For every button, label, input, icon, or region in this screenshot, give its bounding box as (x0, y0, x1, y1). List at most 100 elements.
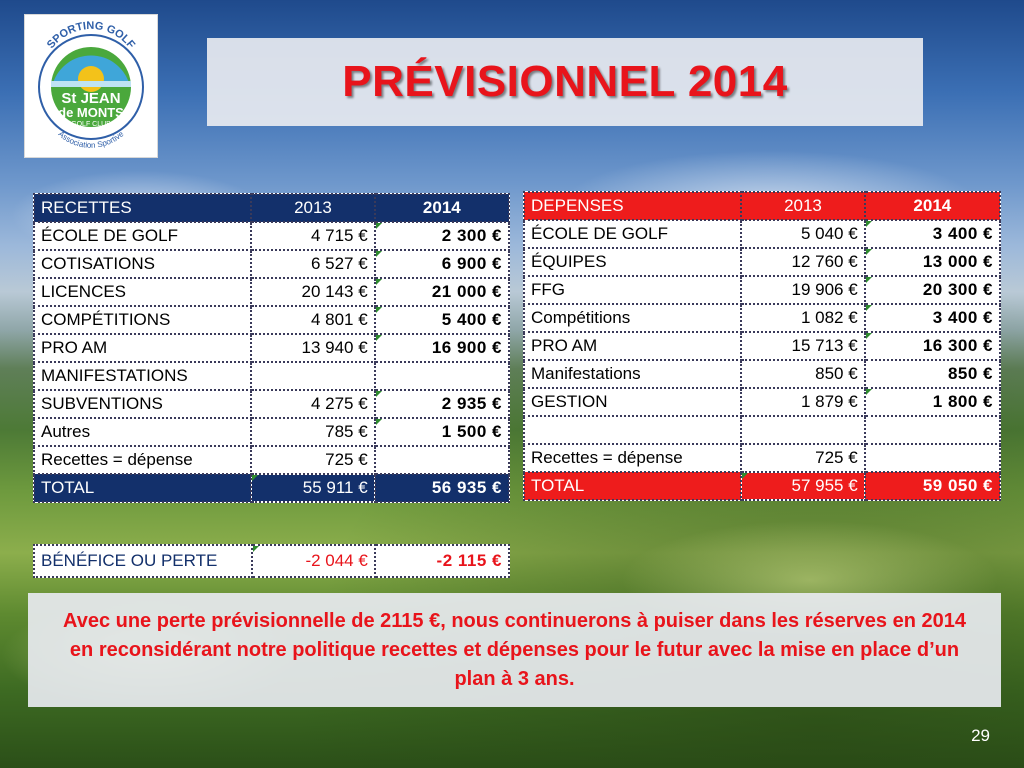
row-label: SUBVENTIONS (32, 389, 253, 419)
row-label: ÉCOLE DE GOLF (32, 221, 253, 251)
value-2014: 3 400 € (863, 219, 1002, 249)
depenses-table: DEPENSES 2013 2014 ÉCOLE DE GOLF 5 040 €3… (522, 191, 1002, 501)
table-row: LICENCES 20 143 €21 000 € (32, 277, 511, 307)
row-label: MANIFESTATIONS (32, 361, 253, 391)
row-label: Autres (32, 417, 253, 447)
value-2014: 5 400 € (373, 305, 511, 335)
table-row: PRO AM 15 713 €16 300 € (522, 331, 1002, 361)
row-label: PRO AM (522, 331, 743, 361)
table-row: PRO AM 13 940 €16 900 € (32, 333, 511, 363)
value-2014 (863, 415, 1002, 445)
row-label: FFG (522, 275, 743, 305)
total-row: TOTAL 55 911 € 56 935 € (32, 473, 511, 503)
total-2013: 55 911 € (250, 473, 376, 503)
row-label: COTISATIONS (32, 249, 253, 279)
benefice-2013: -2 044 € (250, 544, 376, 578)
row-label: Recettes = dépense (522, 443, 743, 473)
table-row: MANIFESTATIONS (32, 361, 511, 391)
value-2014: 20 300 € (863, 275, 1002, 305)
recettes-table: RECETTES 2013 2014 ÉCOLE DE GOLF 4 715 €2… (32, 193, 511, 503)
table-header-row: DEPENSES 2013 2014 (522, 191, 1002, 221)
value-2013: 13 940 € (250, 333, 376, 363)
value-2013: 1 082 € (740, 303, 866, 333)
row-label: GESTION (522, 387, 743, 417)
table-header-row: RECETTES 2013 2014 (32, 193, 511, 223)
value-2013: 785 € (250, 417, 376, 447)
row-label: Compétitions (522, 303, 743, 333)
total-2014: 56 935 € (373, 473, 511, 503)
table-row (522, 415, 1002, 445)
total-row: TOTAL 57 955 € 59 050 € (522, 471, 1002, 501)
benefice-2014: -2 115 € (373, 544, 511, 578)
page-number: 29 (971, 726, 990, 745)
table-row: ÉQUIPES 12 760 €13 000 € (522, 247, 1002, 277)
golf-club-logo-graphic: SPORTING GOLF St JEAN de MONTS GOLF CLUB… (38, 20, 144, 150)
header-cell: 2014 (373, 193, 511, 223)
value-2013 (250, 361, 376, 391)
row-label: LICENCES (32, 277, 253, 307)
benefice-row: BÉNÉFICE OU PERTE -2 044 € -2 115 € (33, 544, 511, 578)
header-cell: RECETTES (32, 193, 253, 223)
table-row: SUBVENTIONS 4 275 €2 935 € (32, 389, 511, 419)
row-label: ÉCOLE DE GOLF (522, 219, 743, 249)
conclusion-text: Avec une perte prévisionnelle de 2115 €,… (63, 609, 966, 690)
value-2013: 12 760 € (740, 247, 866, 277)
club-logo: SPORTING GOLF St JEAN de MONTS GOLF CLUB… (24, 14, 158, 158)
header-cell: 2013 (740, 191, 866, 221)
value-2014 (373, 445, 511, 475)
value-2014 (373, 361, 511, 391)
value-2013: 19 906 € (740, 275, 866, 305)
total-2014: 59 050 € (863, 471, 1002, 501)
table-row: ÉCOLE DE GOLF 5 040 €3 400 € (522, 219, 1002, 249)
row-label: Manifestations (522, 359, 743, 389)
table-row: FFG 19 906 €20 300 € (522, 275, 1002, 305)
header-cell: DEPENSES (522, 191, 743, 221)
value-2014: 6 900 € (373, 249, 511, 279)
table-row: COMPÉTITIONS 4 801 €5 400 € (32, 305, 511, 335)
value-2014: 16 300 € (863, 331, 1002, 361)
value-2013: 725 € (740, 443, 866, 473)
value-2014: 3 400 € (863, 303, 1002, 333)
row-label: PRO AM (32, 333, 253, 363)
total-label: TOTAL (522, 471, 743, 501)
title-banner: PRÉVISIONNEL 2014 (207, 38, 923, 126)
row-label (522, 415, 743, 445)
value-2014: 1 500 € (373, 417, 511, 447)
header-cell: 2013 (250, 193, 376, 223)
table-row: Autres 785 €1 500 € (32, 417, 511, 447)
header-cell: 2014 (863, 191, 1002, 221)
value-2013: 850 € (740, 359, 866, 389)
value-2014 (863, 443, 1002, 473)
table-row: Recettes = dépense 725 € (32, 445, 511, 475)
value-2014: 850 € (863, 359, 1002, 389)
page-title: PRÉVISIONNEL 2014 (342, 57, 788, 106)
value-2013: 1 879 € (740, 387, 866, 417)
value-2014: 21 000 € (373, 277, 511, 307)
value-2014: 2 935 € (373, 389, 511, 419)
logo-name-line2: de MONTS (58, 105, 124, 120)
value-2013: 5 040 € (740, 219, 866, 249)
row-label: COMPÉTITIONS (32, 305, 253, 335)
value-2014: 1 800 € (863, 387, 1002, 417)
value-2013 (740, 415, 866, 445)
value-2014: 16 900 € (373, 333, 511, 363)
table-row: Recettes = dépense 725 € (522, 443, 1002, 473)
total-label: TOTAL (32, 473, 253, 503)
conclusion-box: Avec une perte prévisionnelle de 2115 €,… (28, 593, 1001, 707)
row-label: Recettes = dépense (32, 445, 253, 475)
value-2013: 20 143 € (250, 277, 376, 307)
table-row: Manifestations 850 €850 € (522, 359, 1002, 389)
table-row: ÉCOLE DE GOLF 4 715 €2 300 € (32, 221, 511, 251)
benefice-label: BÉNÉFICE OU PERTE (33, 544, 253, 578)
benefice-table: BÉNÉFICE OU PERTE -2 044 € -2 115 € (33, 544, 511, 578)
table-row: COTISATIONS 6 527 €6 900 € (32, 249, 511, 279)
table-row: GESTION 1 879 €1 800 € (522, 387, 1002, 417)
value-2013: 725 € (250, 445, 376, 475)
value-2013: 4 715 € (250, 221, 376, 251)
logo-club-text: GOLF CLUB (71, 121, 111, 128)
value-2013: 6 527 € (250, 249, 376, 279)
row-label: ÉQUIPES (522, 247, 743, 277)
value-2013: 15 713 € (740, 331, 866, 361)
total-2013: 57 955 € (740, 471, 866, 501)
table-row: Compétitions 1 082 €3 400 € (522, 303, 1002, 333)
